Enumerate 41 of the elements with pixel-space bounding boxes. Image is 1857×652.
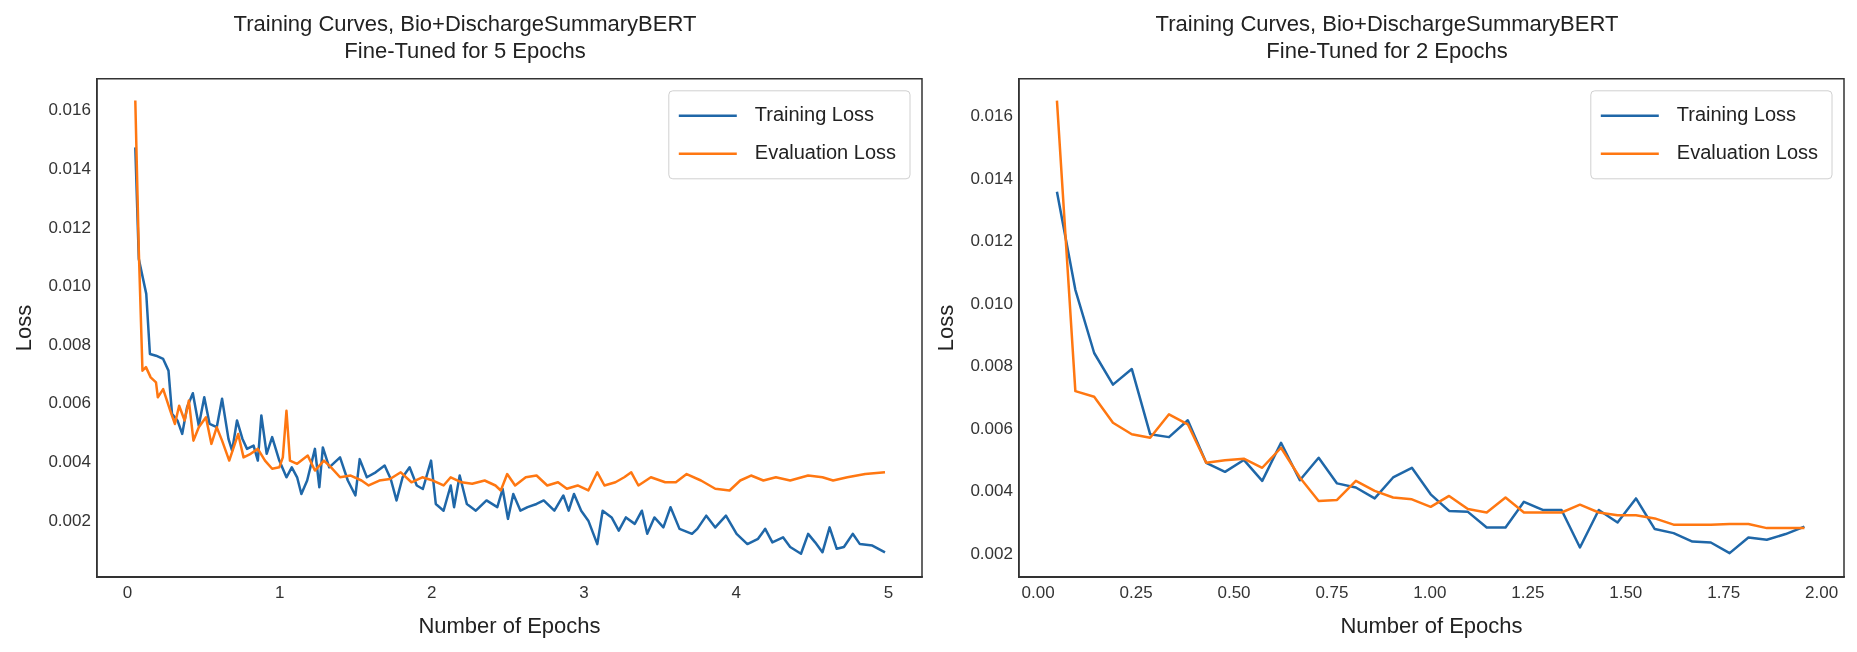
x-tick-label: 0 (122, 583, 133, 603)
y-tick-label: 0.002 (970, 543, 1013, 563)
x-tick-label: 4 (731, 583, 742, 603)
y-axis-title: Loss (933, 304, 959, 352)
y-tick-label: 0.016 (970, 106, 1013, 126)
x-tick-label: 2.00 (1805, 583, 1839, 603)
legend-label: Evaluation Loss (754, 141, 896, 164)
x-tick-label: 1 (274, 583, 285, 603)
y-tick-label: 0.004 (970, 481, 1013, 501)
x-tick-label: 0.50 (1217, 583, 1251, 603)
y-tick-label: 0.016 (48, 100, 91, 120)
x-axis-title: Number of Epochs (418, 612, 601, 638)
y-tick-label: 0.006 (970, 418, 1013, 438)
x-axis-title: Number of Epochs (1340, 612, 1523, 638)
legend-label: Evaluation Loss (1676, 141, 1818, 164)
x-tick-label: 0.75 (1315, 583, 1349, 603)
y-tick-label: 0.012 (970, 231, 1013, 251)
y-tick-label: 0.008 (48, 334, 91, 354)
y-tick-label: 0.004 (48, 452, 91, 472)
legend-label: Training Loss (1676, 103, 1797, 126)
y-tick-label: 0.014 (970, 168, 1013, 188)
y-tick-label: 0.014 (48, 159, 91, 179)
y-tick-label: 0.008 (970, 356, 1013, 376)
x-tick-label: 2 (427, 583, 437, 603)
x-tick-label: 5 (883, 583, 894, 603)
y-tick-label: 0.010 (970, 293, 1013, 313)
legend-label: Training Loss (754, 103, 875, 126)
chart-title: Training Curves, Bio+DischargeSummaryBERT Fine-Tuned for 5 Epochs (233, 11, 697, 63)
x-tick-label: 0.00 (1021, 583, 1055, 603)
chart-title: Training Curves, Bio+DischargeSummaryBERT Fine-Tuned for 2 Epochs (1155, 11, 1619, 63)
x-tick-label: 1.50 (1609, 583, 1643, 603)
y-tick-label: 0.002 (48, 510, 91, 530)
y-tick-label: 0.010 (48, 276, 91, 296)
x-tick-label: 1.75 (1707, 583, 1741, 603)
y-tick-label: 0.012 (48, 217, 91, 237)
x-tick-label: 3 (579, 583, 589, 603)
y-axis-title: Loss (11, 304, 37, 352)
x-tick-label: 0.25 (1119, 583, 1153, 603)
y-tick-label: 0.006 (48, 393, 91, 413)
x-tick-label: 1.00 (1413, 583, 1447, 603)
x-tick-label: 1.25 (1511, 583, 1545, 603)
